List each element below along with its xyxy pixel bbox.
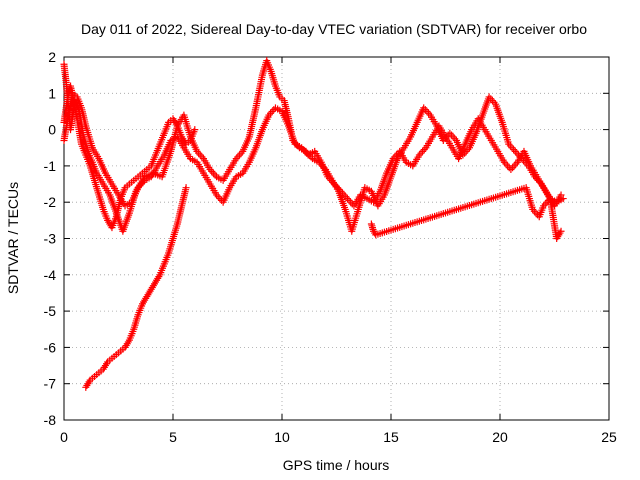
data-point-interp (449, 133, 457, 141)
data-point-interp (447, 131, 455, 139)
x-tick-label: 20 (492, 429, 508, 445)
x-axis-label: GPS time / hours (283, 457, 390, 473)
data-point-interp (419, 147, 427, 155)
x-tick-label: 5 (169, 429, 177, 445)
data-point (446, 129, 454, 137)
grid-lines (64, 57, 609, 420)
data-point-interp (508, 144, 516, 152)
data-point-interp (270, 106, 278, 114)
data-point (507, 166, 515, 174)
data-point (557, 227, 565, 235)
data-point-interp (510, 162, 518, 170)
y-axis-label: SDTVAR / TECUs (5, 182, 21, 294)
y-tick-label: -1 (44, 158, 57, 174)
data-point (559, 195, 567, 203)
data-point-interp (209, 169, 217, 177)
data-point-interp (347, 198, 355, 206)
data-point (511, 147, 519, 155)
data-point-interp (509, 164, 517, 172)
y-tick-label: -6 (44, 339, 57, 355)
y-tick-label: -4 (44, 267, 57, 283)
data-point-interp (345, 196, 353, 204)
y-tick-label: -7 (44, 376, 57, 392)
y-tick-label: -3 (44, 231, 57, 247)
y-tick-label: -8 (44, 412, 57, 428)
data-marks (60, 57, 567, 391)
x-tick-label: 25 (601, 429, 617, 445)
data-point-interp (504, 162, 512, 170)
data-point (182, 184, 190, 192)
x-tick-label: 0 (60, 429, 68, 445)
axis-ticks: 0 5 10 15 20 25 -8 -7 -6 -5 -4 -3 -2 -1 0 1 2 (44, 49, 617, 445)
y-tick-label: -2 (44, 194, 57, 210)
data-point-interp (235, 151, 243, 159)
x-tick-label: 15 (383, 429, 399, 445)
data-point-interp (196, 151, 204, 159)
y-tick-label: -5 (44, 303, 57, 319)
data-point-interp (510, 146, 518, 154)
x-tick-label: 10 (274, 429, 290, 445)
y-tick-label: 1 (48, 85, 56, 101)
data-point-interp (423, 107, 431, 115)
data-point (191, 126, 199, 134)
y-tick-label: 2 (48, 49, 56, 65)
chart-title: Day 011 of 2022, Sidereal Day-to-day VTE… (81, 21, 587, 37)
y-tick-label: 0 (48, 122, 56, 138)
